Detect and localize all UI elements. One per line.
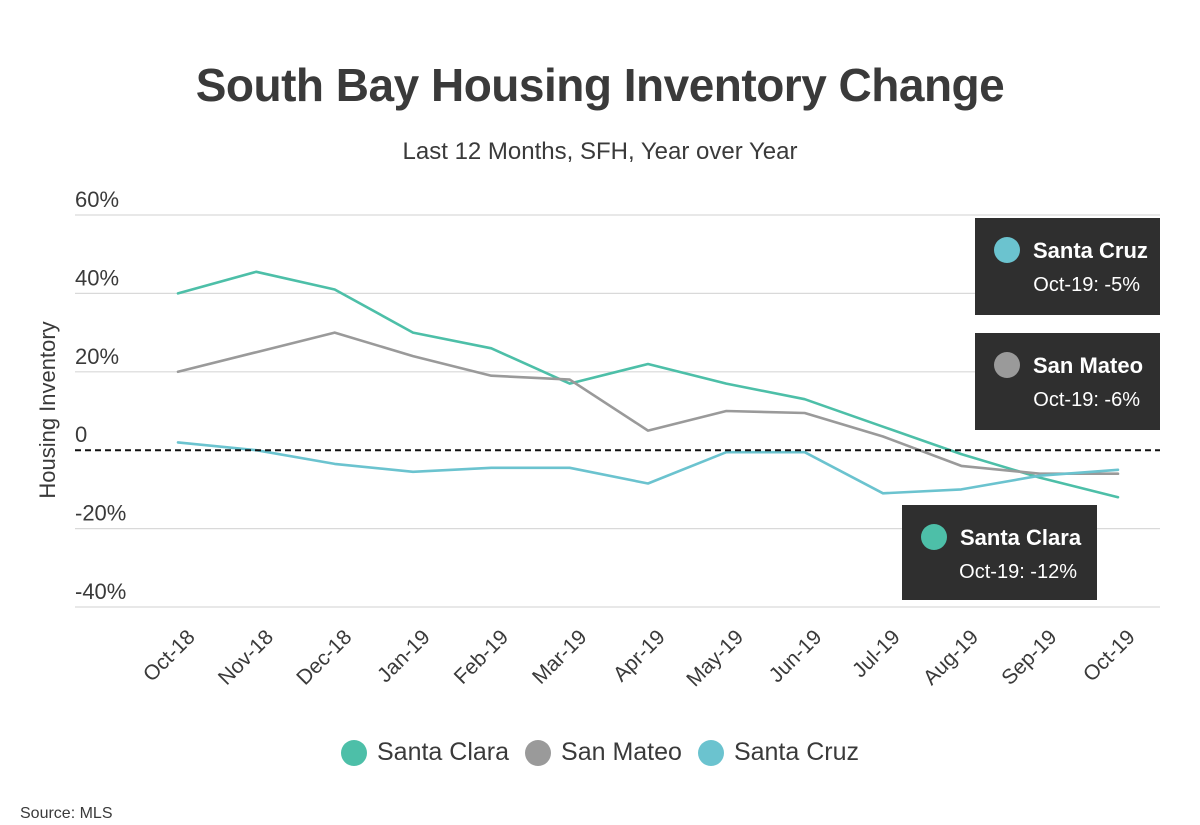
legend: Santa Clara San Mateo Santa Cruz xyxy=(0,738,1200,767)
x-tick-label: Mar-19 xyxy=(528,625,591,688)
legend-label: Santa Clara xyxy=(376,738,510,766)
callout-value: Oct-19: -5% xyxy=(1033,274,1140,296)
callout-san-mateo: San Mateo Oct-19: -6% xyxy=(975,333,1160,430)
y-tick-label: 40% xyxy=(75,265,119,290)
series-line-santa-cruz xyxy=(176,441,1120,495)
x-tick-labels: Oct-18 Nov-18 Dec-18 Jan-19 Feb-19 Mar-19 Apr-… xyxy=(139,625,1140,691)
callout-dot xyxy=(994,352,1020,378)
chart-title: South Bay Housing Inventory Change xyxy=(195,59,1005,111)
callout-box xyxy=(975,333,1160,430)
x-tick-label: Dec-18 xyxy=(292,625,356,689)
callout-dot xyxy=(921,524,947,550)
y-tick-label: 0 xyxy=(75,422,87,447)
y-axis-label: Housing Inventory xyxy=(35,321,60,498)
legend-item-santa-clara: Santa Clara xyxy=(340,738,510,767)
x-tick-label: Sep-19 xyxy=(997,625,1061,689)
legend-label: Santa Cruz xyxy=(733,738,859,766)
callout-series-name: Santa Clara xyxy=(960,525,1082,550)
callout-layer: Santa Cruz Oct-19: -5% San Mateo Oct-19: -6… xyxy=(902,218,1160,600)
callout-box xyxy=(975,218,1160,315)
y-tick-label: -40% xyxy=(75,579,126,604)
series-line-santa-clara xyxy=(176,270,1120,499)
callout-value: Oct-19: -6% xyxy=(1033,389,1140,411)
legend-item-san-mateo: San Mateo xyxy=(525,738,682,767)
x-tick-label: Aug-19 xyxy=(919,625,983,689)
callout-box xyxy=(902,505,1097,600)
x-tick-label: Oct-19 xyxy=(1079,625,1140,686)
x-tick-label: Jun-19 xyxy=(765,625,827,687)
x-tick-label: Feb-19 xyxy=(450,625,513,688)
y-tick-labels: 60% 40% 20% 0 -20% -40% xyxy=(75,187,126,604)
legend-label: San Mateo xyxy=(561,738,682,766)
callout-series-name: San Mateo xyxy=(1033,353,1143,378)
legend-swatch xyxy=(340,739,367,766)
y-tick-label: 20% xyxy=(75,344,119,369)
x-tick-label: Jul-19 xyxy=(848,625,905,682)
callout-series-name: Santa Cruz xyxy=(1033,238,1148,263)
x-tick-label: Jan-19 xyxy=(373,625,435,687)
callout-value: Oct-19: -12% xyxy=(959,561,1077,583)
y-tick-label: -20% xyxy=(75,501,126,526)
callout-dot xyxy=(994,237,1020,263)
y-tick-label: 60% xyxy=(75,187,119,212)
series-line-san-mateo xyxy=(176,331,1120,476)
series-layer xyxy=(176,270,1120,499)
callout-santa-cruz: Santa Cruz Oct-19: -5% xyxy=(975,218,1160,315)
legend-swatch xyxy=(525,739,552,766)
x-tick-label: Apr-19 xyxy=(609,625,670,686)
x-tick-label: Oct-18 xyxy=(139,625,200,686)
source-note: Source: MLS xyxy=(20,805,113,822)
legend-item-santa-cruz: Santa Cruz xyxy=(697,738,859,767)
x-tick-label: Nov-18 xyxy=(214,625,278,689)
chart-subtitle: Last 12 Months, SFH, Year over Year xyxy=(402,138,798,165)
legend-swatch xyxy=(697,739,724,766)
callout-santa-clara: Santa Clara Oct-19: -12% xyxy=(902,505,1097,600)
x-tick-label: May-19 xyxy=(682,625,748,691)
